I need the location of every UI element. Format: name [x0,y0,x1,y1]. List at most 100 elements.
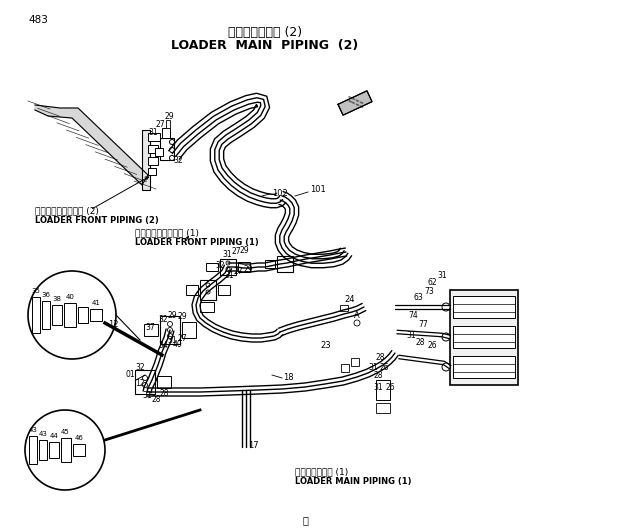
Circle shape [169,156,174,160]
Text: 17: 17 [248,441,259,450]
Bar [220,259,236,275]
Text: 77: 77 [418,320,428,329]
Text: 34: 34 [158,341,168,350]
Bar [148,145,158,153]
Text: 35: 35 [32,288,40,294]
Bar [144,324,158,336]
Bar [376,403,390,413]
Text: 12: 12 [135,379,144,388]
Bar [32,297,40,333]
Text: LOADER MAIN PIPING (1): LOADER MAIN PIPING (1) [295,477,412,486]
Text: 40: 40 [66,294,74,300]
Text: 31: 31 [148,128,158,137]
Text: 32: 32 [215,261,224,270]
Bar [186,285,198,295]
Circle shape [442,363,450,371]
Text: 29: 29 [167,311,177,320]
Text: 32: 32 [173,156,183,165]
Bar [340,305,348,311]
Circle shape [354,320,360,326]
Bar [200,280,216,300]
Circle shape [206,290,210,294]
Circle shape [143,382,148,388]
Bar [453,326,515,348]
Text: 28: 28 [373,371,383,380]
Circle shape [167,333,172,339]
Text: 31: 31 [167,336,177,345]
Bar [61,438,71,462]
Text: 45: 45 [61,429,69,435]
Circle shape [167,327,172,333]
Bar [142,130,150,190]
Text: ====: ==== [345,99,365,111]
Bar [450,290,518,385]
Text: 26: 26 [386,383,396,392]
Text: 40: 40 [173,340,183,349]
Text: 31: 31 [142,391,152,400]
Text: 46: 46 [74,435,84,441]
Text: ====: ==== [345,95,365,107]
Text: 37: 37 [145,323,155,332]
Text: ローダフロント配管 (2): ローダフロント配管 (2) [35,206,99,215]
Text: 62: 62 [428,278,438,287]
Bar [162,128,170,138]
Bar [135,370,155,394]
Bar [42,301,50,329]
Circle shape [206,283,210,287]
Text: 36: 36 [42,292,50,298]
Text: 31: 31 [222,250,232,259]
Bar [64,303,76,327]
Text: ローダ本体配管 (1): ローダ本体配管 (1) [295,467,348,476]
Text: 27: 27 [155,120,165,129]
Text: 43: 43 [29,427,37,433]
Text: 31: 31 [373,383,383,392]
Text: 63: 63 [413,293,423,302]
Text: 27: 27 [231,247,241,256]
Bar [73,444,85,456]
Text: 31: 31 [368,363,378,372]
Text: 24: 24 [344,295,355,304]
Text: 29: 29 [164,112,174,121]
Circle shape [143,376,148,380]
Circle shape [169,148,174,152]
Text: 29: 29 [178,312,188,321]
Text: 23: 23 [320,341,330,350]
Bar [157,376,171,388]
Text: LOADER FRONT PIPING (1): LOADER FRONT PIPING (1) [135,238,259,247]
Bar [155,148,163,156]
Text: 27: 27 [234,267,244,276]
Text: 101: 101 [310,185,326,194]
Text: 43: 43 [38,431,48,437]
Text: 26: 26 [380,363,389,372]
Text: 31: 31 [224,271,234,280]
Bar [78,307,88,323]
Bar [49,442,59,458]
Text: 31: 31 [437,271,446,280]
Bar [148,168,156,175]
Text: 12: 12 [108,320,118,329]
Text: 483: 483 [28,15,48,25]
Text: 32: 32 [135,363,144,372]
Bar [453,356,515,378]
Text: 28: 28 [160,389,169,398]
Text: 28: 28 [376,353,386,362]
Text: 74: 74 [408,311,418,320]
Text: 28: 28 [152,395,161,404]
Text: 102: 102 [272,189,288,198]
Polygon shape [338,91,372,115]
Polygon shape [35,105,148,185]
Bar [90,309,102,321]
Circle shape [167,322,172,326]
Text: 01: 01 [125,370,135,379]
Text: ローダフロント配管 (1): ローダフロント配管 (1) [135,228,199,237]
Text: 73: 73 [424,287,434,296]
Text: 26: 26 [428,341,438,350]
Bar [166,120,170,128]
Circle shape [226,261,230,265]
Bar [206,263,218,271]
Text: LOADER  MAIN  PIPING  (2): LOADER MAIN PIPING (2) [171,40,358,52]
Text: Ⓡ: Ⓡ [302,515,308,525]
Bar [238,262,250,272]
Bar [160,316,180,344]
Text: 44: 44 [50,433,58,439]
